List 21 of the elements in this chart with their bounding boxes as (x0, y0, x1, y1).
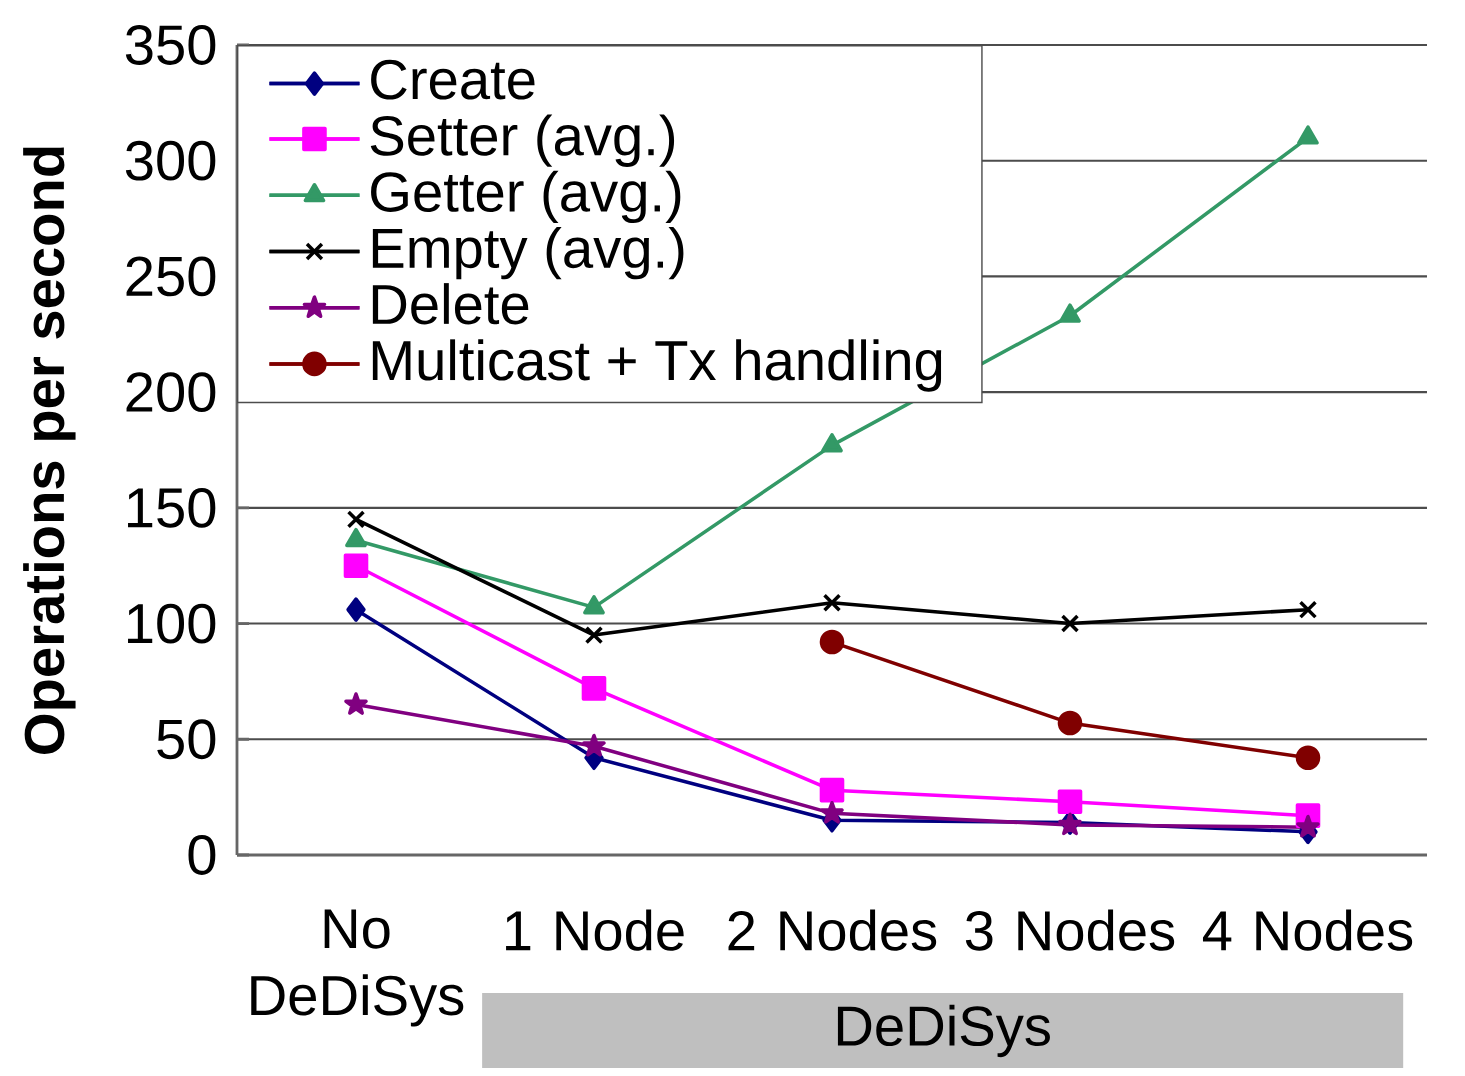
x-tick-label: No DeDiSys (251, 909, 464, 1027)
x-tick-label: 3 Nodes (965, 909, 1175, 951)
y-tick-label: 300 (125, 140, 216, 181)
x-tick-label: 1 Node (506, 909, 684, 951)
y-tick-label: 50 (157, 719, 216, 760)
y-tick-label: 100 (128, 603, 216, 644)
legend-label: Create (371, 59, 535, 100)
x-tick-label: 4 Nodes (1202, 909, 1413, 951)
legend-label: Getter (avg.) (371, 170, 681, 224)
legend-label: Setter (avg.) (370, 114, 675, 167)
legend-label: Delete (372, 283, 529, 325)
y-tick-label: 250 (126, 256, 216, 297)
y-axis-title: Operations per second (23, 147, 76, 754)
legend-label: Multicast + Tx handling (372, 339, 942, 392)
y-tick-label: 350 (125, 25, 216, 65)
legend-label: Empty (avg.) (372, 226, 684, 280)
y-tick-label: 150 (128, 487, 216, 528)
x-tick-label: 2 Nodes (728, 909, 937, 951)
y-tick-label: 200 (126, 372, 216, 413)
text: DeDiSys (837, 1004, 1050, 1058)
y-tick-label: 0 (188, 835, 216, 875)
